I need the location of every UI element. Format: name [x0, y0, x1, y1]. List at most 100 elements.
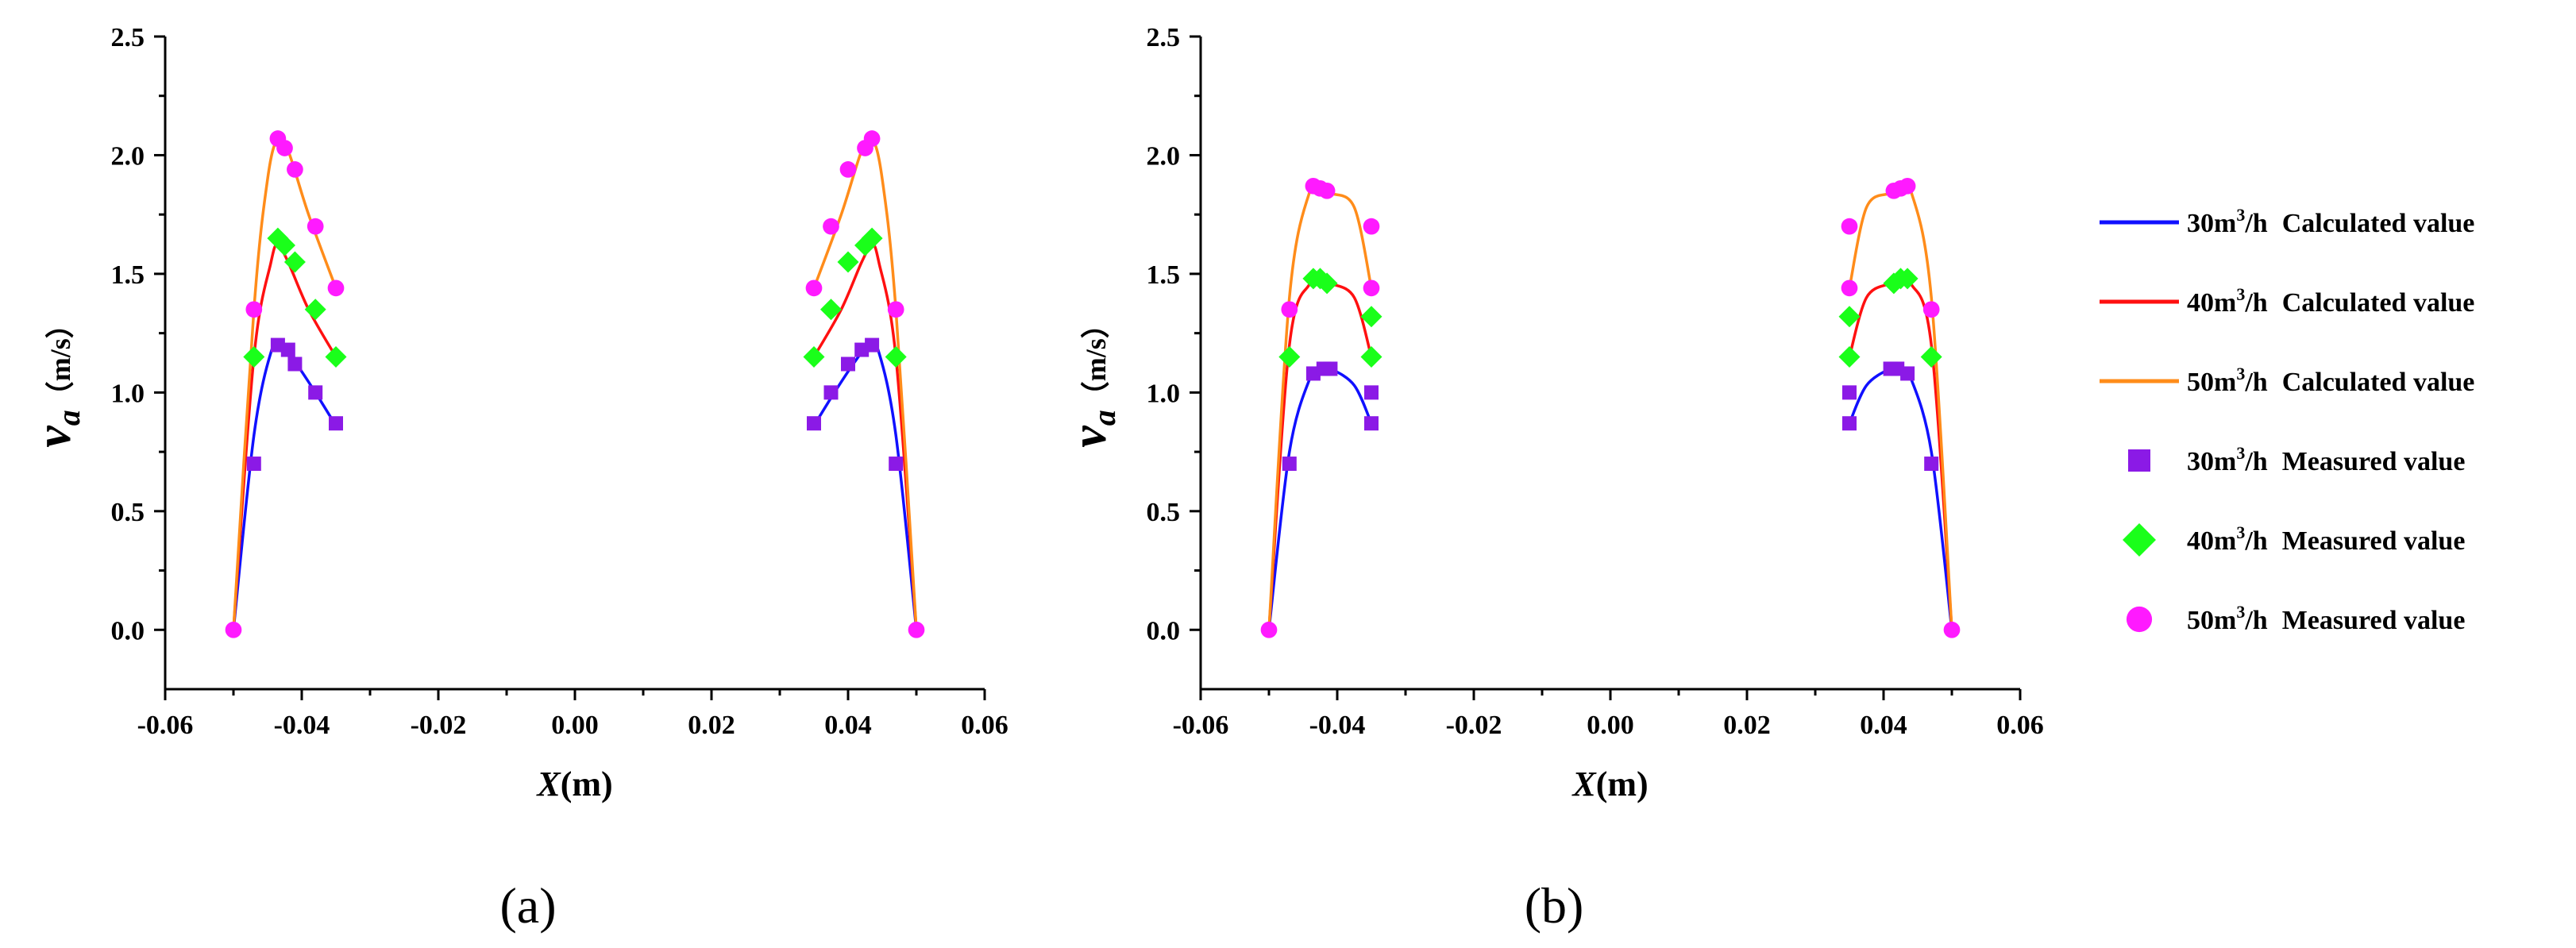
y-tick-label: 1.0: [111, 379, 145, 408]
legend-flow: 50: [2187, 606, 2214, 635]
y-tick-label: 0.0: [1147, 616, 1181, 645]
x-tick-label: 0.02: [1723, 711, 1771, 740]
data-point: [1838, 306, 1861, 328]
data-point: [823, 218, 839, 235]
data-point: [1841, 279, 1858, 297]
subfigure-label-b: (b): [1525, 877, 1584, 934]
x-tick-label: -0.06: [1173, 711, 1229, 740]
data-point: [1842, 385, 1857, 400]
chart-b: 0.0 0.5 1.0 1.5 2.0 2.5 -0.06 -0.04 -0.02 0.00 0.0…: [1062, 23, 2044, 803]
legend-flow: 30: [2187, 209, 2214, 238]
y-tick-label: 2.0: [1147, 141, 1181, 171]
data-point: [325, 346, 347, 368]
data-point: [863, 130, 881, 147]
data-point: [327, 279, 345, 297]
data-point: [1364, 416, 1379, 431]
legend-unit: m: [2214, 606, 2236, 635]
legend-exponent: 3: [2236, 602, 2245, 622]
data-point: [1842, 416, 1857, 431]
x-tick-label: 0.00: [551, 711, 599, 740]
legend-per: /h: [2244, 288, 2267, 318]
data-point: [283, 251, 306, 273]
x-tick-label: -0.02: [1446, 711, 1502, 740]
data-point: [1838, 346, 1861, 368]
data-point: [287, 356, 303, 372]
legend-exponent: 3: [2236, 522, 2245, 542]
y-tick-label: 0.0: [111, 616, 145, 645]
data-point: [1922, 301, 1940, 318]
data-point: [841, 356, 855, 372]
data-point: [1323, 361, 1338, 376]
x-axis-unit: (m): [561, 765, 613, 803]
data-point: [287, 161, 303, 178]
x-axis-title: X(m): [1571, 765, 1648, 803]
legend-flow: 50: [2187, 368, 2214, 397]
chart-a: 0.0 0.5 1.0 1.5 2.0 2.5 -0.06 -0.04 -0.02 0.00 0.0…: [27, 23, 1008, 803]
data-point: [889, 457, 904, 472]
y-axis-title: va（m/s）: [27, 310, 87, 448]
y-axis-variable: v: [27, 425, 81, 448]
legend-text: Measured value: [2282, 447, 2466, 476]
x-axis-unit: (m): [1596, 765, 1649, 803]
legend-text: Measured value: [2282, 526, 2466, 556]
data-point: [1316, 272, 1338, 295]
data-point: [1278, 346, 1301, 368]
x-tick-label: 0.02: [688, 711, 735, 740]
data-point: [1363, 218, 1380, 235]
x-axis-variable: X: [1571, 765, 1597, 803]
data-point: [280, 342, 295, 357]
data-point: [274, 234, 295, 256]
y-tick-label: 2.0: [111, 141, 145, 171]
data-point: [304, 299, 326, 321]
subfigure-label-a: (a): [499, 877, 556, 934]
legend-per: /h: [2244, 447, 2267, 476]
legend-exponent: 3: [2236, 284, 2245, 304]
data-point: [1363, 279, 1380, 297]
data-point: [245, 301, 263, 318]
data-point: [805, 279, 823, 297]
data-point: [1282, 457, 1297, 472]
data-point: [246, 457, 261, 472]
x-tick-label: 0.04: [1860, 711, 1907, 740]
legend-marker: [2126, 606, 2153, 633]
legend-per: /h: [2244, 526, 2267, 556]
legend-text: Calculated value: [2282, 368, 2475, 397]
data-point: [1900, 366, 1915, 381]
data-point: [307, 218, 324, 235]
legend-marker: [2128, 449, 2150, 472]
y-tick-label: 2.5: [1147, 23, 1181, 52]
data-point: [1896, 268, 1919, 290]
data-point: [1260, 621, 1278, 638]
data-point: [820, 299, 842, 321]
legend-text: Calculated value: [2282, 288, 2475, 318]
y-axis-variable: v: [1062, 425, 1116, 448]
data-point: [865, 337, 880, 353]
legend-exponent: 3: [2236, 205, 2245, 225]
x-tick-label: 0.06: [961, 711, 1008, 740]
y-tick-label: 0.5: [111, 498, 145, 527]
legend-flow: 40: [2187, 526, 2214, 556]
data-point: [807, 416, 821, 431]
series-line: [812, 244, 918, 630]
data-point: [225, 621, 242, 638]
legend-label: 50m3/h Measured value: [2187, 602, 2465, 635]
legend-unit: m: [2214, 526, 2236, 556]
y-axis-subscript: a: [51, 410, 87, 426]
data-point: [1920, 346, 1942, 368]
legend-unit: m: [2214, 447, 2236, 476]
legend-unit: m: [2214, 368, 2236, 397]
data-point: [1899, 177, 1916, 195]
data-point: [823, 385, 839, 400]
series-line: [1848, 275, 1953, 630]
legend-flow: 30: [2187, 447, 2214, 476]
series-line: [1267, 275, 1373, 630]
legend-flow: 40: [2187, 288, 2214, 318]
legend-exponent: 3: [2236, 364, 2245, 383]
data-point: [308, 385, 323, 400]
series-line: [232, 135, 337, 630]
y-tick-label: 1.0: [1147, 379, 1181, 408]
legend-per: /h: [2244, 209, 2267, 238]
y-axis-unit: （m/s）: [44, 310, 76, 410]
legend-label: 30m3/h Calculated value: [2187, 205, 2474, 238]
